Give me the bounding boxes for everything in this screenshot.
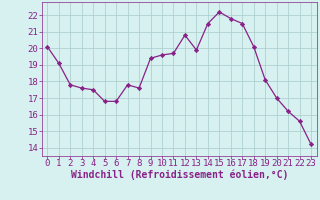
X-axis label: Windchill (Refroidissement éolien,°C): Windchill (Refroidissement éolien,°C) [70, 170, 288, 180]
